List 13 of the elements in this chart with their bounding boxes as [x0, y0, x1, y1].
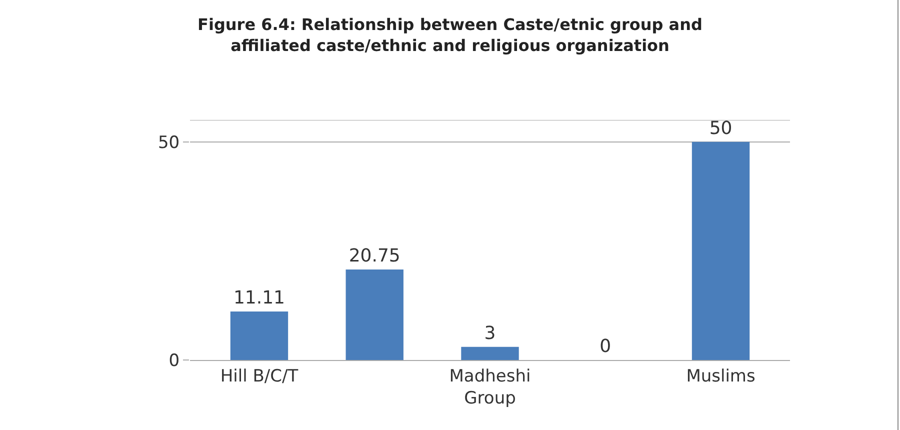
- data-label: 3: [484, 322, 496, 344]
- x-tick-label: Hill B/C/T: [220, 366, 299, 386]
- data-label: 20.75: [348, 245, 400, 266]
- bar: [461, 346, 519, 360]
- bar: [692, 142, 750, 360]
- bar: [346, 269, 404, 360]
- chart-title: Figure 6.4: Relationship between Caste/etnic group and affiliated caste/ethnic and religious organization: [198, 15, 702, 55]
- x-tick-label: Muslims: [686, 366, 756, 386]
- x-tick-label: Madheshi Group: [449, 366, 531, 408]
- data-label: 0: [600, 336, 612, 357]
- bar: [230, 312, 288, 360]
- data-label: 50: [709, 118, 732, 139]
- data-label: 11.11: [233, 288, 285, 309]
